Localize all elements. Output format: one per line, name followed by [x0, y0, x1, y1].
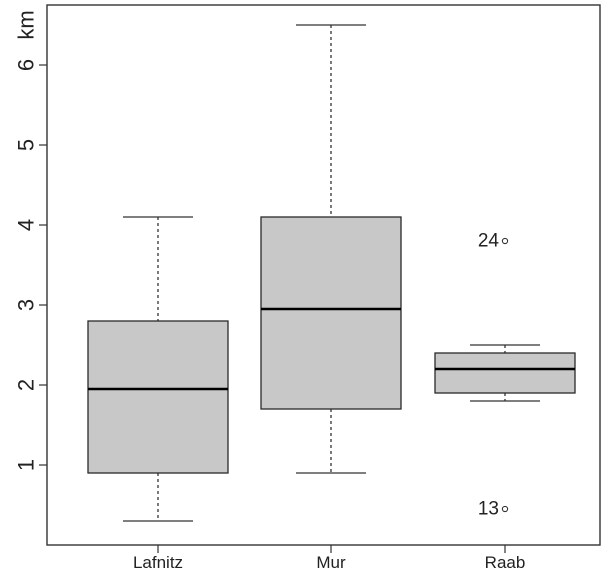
box-group: [260, 24, 402, 474]
box: [260, 216, 402, 410]
x-tick-label: Mur: [316, 553, 346, 572]
x-tick-label: Lafnitz: [133, 553, 183, 572]
box-group: [87, 216, 229, 522]
box: [434, 352, 576, 394]
y-tick-label: 3: [14, 299, 39, 311]
outlier-point: [501, 237, 509, 245]
x-axis: Lafnitz Mur Raab: [133, 545, 525, 572]
y-tick-label: 5: [14, 139, 39, 151]
box: [87, 320, 229, 474]
boxes: 24 13: [87, 24, 576, 522]
y-tick-label: 6: [14, 59, 39, 71]
y-tick-label: 4: [14, 219, 39, 231]
y-axis-label: km: [14, 10, 39, 39]
box-group: 24 13: [434, 231, 576, 520]
outlier-label: 24: [478, 231, 500, 252]
outlier-label: 13: [478, 499, 499, 520]
x-tick-label: Raab: [485, 553, 526, 572]
y-tick-label: 1: [14, 459, 39, 471]
plot-frame: [46, 4, 601, 546]
y-tick-label: 2: [14, 379, 39, 391]
y-axis: 1 2 3 4 5 6: [14, 59, 47, 471]
outlier-point: [501, 505, 509, 513]
